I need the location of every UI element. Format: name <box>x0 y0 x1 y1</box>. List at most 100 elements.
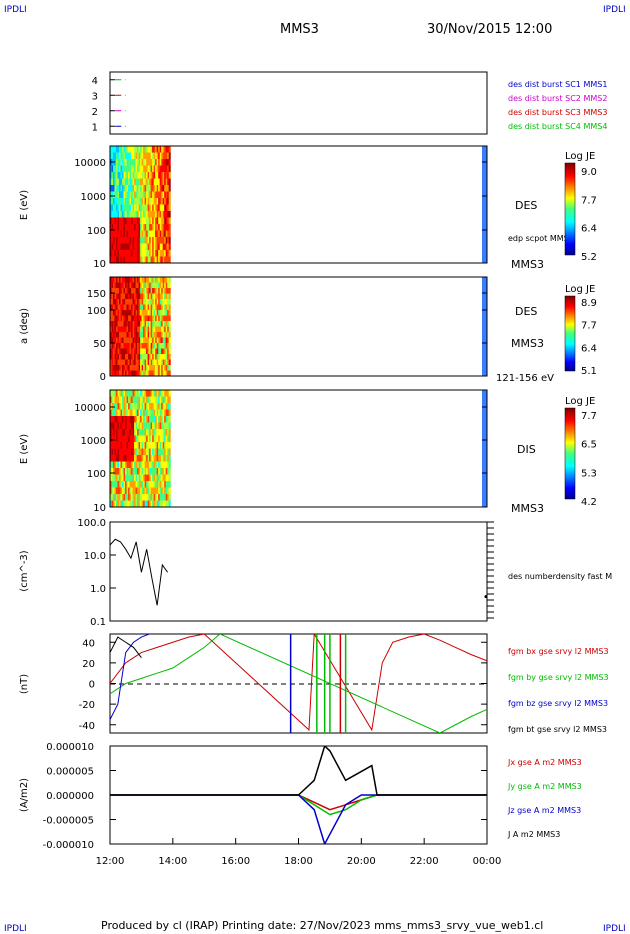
spectro-cell <box>131 348 134 355</box>
spectro-cell <box>143 343 146 349</box>
spectro-cell <box>147 204 150 212</box>
spectro-cell <box>113 409 116 417</box>
spectro-cell <box>147 500 150 508</box>
spectro-cell <box>156 293 159 300</box>
spectro-cell <box>119 390 122 397</box>
spectro-cell <box>129 321 132 327</box>
spectro-cell <box>167 178 170 186</box>
spectro-cell <box>116 500 119 508</box>
spectro-cell <box>143 422 146 430</box>
spectro-cell <box>162 409 165 417</box>
spectro-cell <box>156 310 159 316</box>
spectro-cell <box>120 365 123 371</box>
spectro-cell <box>123 230 126 238</box>
spectro-cell <box>120 359 123 366</box>
spectro-cell <box>116 396 119 404</box>
spectro-cell <box>132 448 135 456</box>
spectro-cell <box>129 256 132 264</box>
spectro-cell <box>162 455 165 462</box>
spectro-cell <box>125 348 128 355</box>
spectro-cell <box>111 390 114 397</box>
spectro-cell <box>119 343 122 349</box>
spectro-cell <box>135 224 138 231</box>
spectro-cell <box>156 191 159 199</box>
spectro-cell <box>168 332 171 338</box>
spectro-cell <box>150 304 153 311</box>
spectro-cell <box>168 448 171 456</box>
spectro-cell <box>119 315 122 322</box>
spectro-cell <box>122 337 125 344</box>
spectro-cell <box>150 165 153 173</box>
spectro-cell <box>144 442 147 449</box>
des-pitch-spectrogram <box>110 277 487 377</box>
spectro-cell <box>144 172 147 179</box>
spectro-cell <box>146 288 149 294</box>
spectro-cell <box>128 416 131 423</box>
spectro-cell <box>111 191 114 199</box>
spectro-cell <box>134 224 137 231</box>
bfield-line <box>110 634 487 733</box>
spectro-cell <box>168 403 171 410</box>
time-tick-label: 20:00 <box>347 856 376 867</box>
spectro-cell <box>165 165 168 173</box>
spectro-cell <box>128 159 131 166</box>
spectro-cell <box>140 172 143 179</box>
spectro-cell <box>161 416 164 423</box>
spectro-cell <box>117 326 120 333</box>
spectro-cell <box>159 409 162 417</box>
spectro-cell <box>122 288 125 294</box>
spectro-cell <box>135 348 138 355</box>
spectro-cell <box>113 224 116 231</box>
spectro-cell <box>111 230 114 238</box>
spectro-cell <box>116 429 119 436</box>
spectro-cell <box>159 256 162 264</box>
spectro-cell <box>125 198 128 205</box>
spectro-cell <box>140 474 143 482</box>
spectro-cell <box>122 326 125 333</box>
spectro-cell <box>143 461 146 469</box>
spectro-cell <box>167 448 170 456</box>
spectro-cell <box>162 403 165 410</box>
spectro-cell <box>111 326 114 333</box>
spectro-cell <box>141 293 144 300</box>
dis_energy-ytick-label: 10000 <box>74 403 106 414</box>
spectro-cell <box>131 256 134 264</box>
spectro-cell <box>123 146 126 153</box>
spectro-cell <box>131 217 134 225</box>
spectro-cell <box>162 359 165 366</box>
spectro-cell <box>119 230 122 238</box>
spectro-cell <box>161 250 164 257</box>
spectro-cell <box>147 230 150 238</box>
spectro-cell <box>144 277 147 283</box>
spectro-cell <box>129 396 132 404</box>
spectro-cell <box>111 435 114 443</box>
spectro-cell <box>132 315 135 322</box>
spectro-cell <box>116 185 119 192</box>
spectro-cell <box>164 230 167 238</box>
spectro-cell <box>155 204 158 212</box>
spectro-cell <box>138 390 141 397</box>
spectro-cell <box>120 288 123 294</box>
dis_energy-cbar-tick: 4.2 <box>581 497 597 508</box>
spectro-cell <box>135 409 138 417</box>
spectro-cell <box>147 332 150 338</box>
spectro-cell <box>134 152 137 160</box>
spectro-cell <box>168 390 171 397</box>
spectro-cell <box>129 315 132 322</box>
spectro-cell <box>111 185 114 192</box>
spectro-cell <box>143 277 146 283</box>
current-line <box>110 746 487 796</box>
spectro-cell <box>141 152 144 160</box>
spectro-cell <box>146 146 149 153</box>
current-ylabel: (A/m2) <box>19 778 30 812</box>
spectro-cell <box>137 474 140 482</box>
spectro-cell <box>155 348 158 355</box>
dis-energy-colorbar <box>564 407 576 500</box>
spectro-cell <box>116 422 119 430</box>
spectro-cell <box>159 461 162 469</box>
spectro-cell <box>161 354 164 360</box>
spectro-cell <box>122 146 125 153</box>
spectro-cell <box>129 390 132 397</box>
spectro-cell <box>156 198 159 205</box>
